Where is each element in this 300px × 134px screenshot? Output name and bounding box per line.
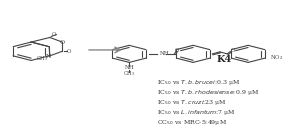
Text: CH$_3$: CH$_3$: [37, 54, 48, 63]
Text: CC$_{50}$ vs MRC-5:49μM: CC$_{50}$ vs MRC-5:49μM: [158, 118, 227, 127]
Text: IC$_{50}$ vs $\it{L. infantum}$:7 μM: IC$_{50}$ vs $\it{L. infantum}$:7 μM: [158, 108, 236, 117]
Text: IC$_{50}$ vs $\it{T.b.rhodesiense}$:0.9 μM: IC$_{50}$ vs $\it{T.b.rhodesiense}$:0.9 …: [158, 88, 260, 97]
Text: O: O: [60, 40, 65, 45]
Text: O: O: [231, 49, 236, 53]
Text: NH: NH: [160, 51, 169, 56]
Text: K4: K4: [217, 55, 232, 64]
Text: CH$_3$: CH$_3$: [123, 70, 135, 78]
Text: NO$_2$: NO$_2$: [270, 53, 284, 62]
Text: IC$_{50}$ vs $\it{T.b.brucei}$:0.3 μM: IC$_{50}$ vs $\it{T.b.brucei}$:0.3 μM: [158, 78, 241, 87]
Text: NH: NH: [124, 65, 134, 70]
Text: IC$_{50}$ vs $\it{T.cruzi}$:23 μM: IC$_{50}$ vs $\it{T.cruzi}$:23 μM: [158, 98, 227, 107]
Text: O: O: [67, 49, 71, 54]
Text: N: N: [46, 54, 51, 59]
Text: O: O: [52, 32, 56, 37]
Text: O: O: [175, 48, 179, 53]
